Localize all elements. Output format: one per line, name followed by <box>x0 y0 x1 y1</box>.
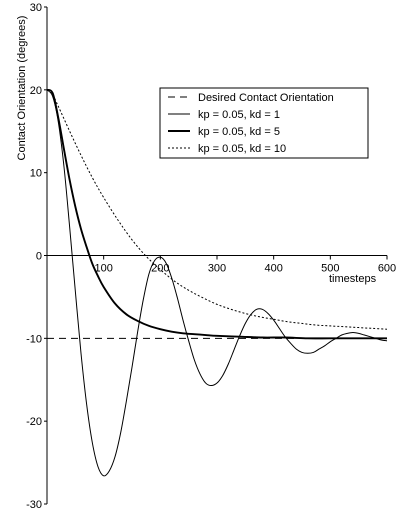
x-tick-label: 100 <box>94 263 112 275</box>
x-tick-label: 500 <box>321 263 339 275</box>
y-tick-label: -10 <box>26 333 42 345</box>
x-tick-label: 300 <box>208 263 226 275</box>
y-tick-label: 20 <box>30 85 42 97</box>
y-tick-label: 0 <box>36 251 42 263</box>
legend-label: kp = 0.05, kd = 10 <box>198 143 286 155</box>
y-tick-label: 30 <box>30 2 42 14</box>
x-tick-label: 400 <box>264 263 282 275</box>
series-line-3 <box>46 88 387 340</box>
series-layer <box>46 88 388 477</box>
legend-box <box>159 87 369 159</box>
legend-label: kp = 0.05, kd = 1 <box>198 109 280 121</box>
y-tick-label: -20 <box>26 416 42 428</box>
legend-label: Desired Contact Orientation <box>198 92 334 104</box>
series-line-4 <box>46 89 388 330</box>
series-line-2 <box>46 89 388 477</box>
legend: Desired Contact Orientation kp = 0.05, kd… <box>159 87 369 159</box>
legend-label: kp = 0.05, kd = 5 <box>198 126 280 138</box>
y-tick-label: 10 <box>30 168 42 180</box>
x-axis-label: timesteps <box>329 273 377 285</box>
x-tick-label: 600 <box>378 263 396 275</box>
y-axis-label: Contact Orientation (degrees) <box>16 16 28 161</box>
y-tick-label: -30 <box>26 499 42 511</box>
